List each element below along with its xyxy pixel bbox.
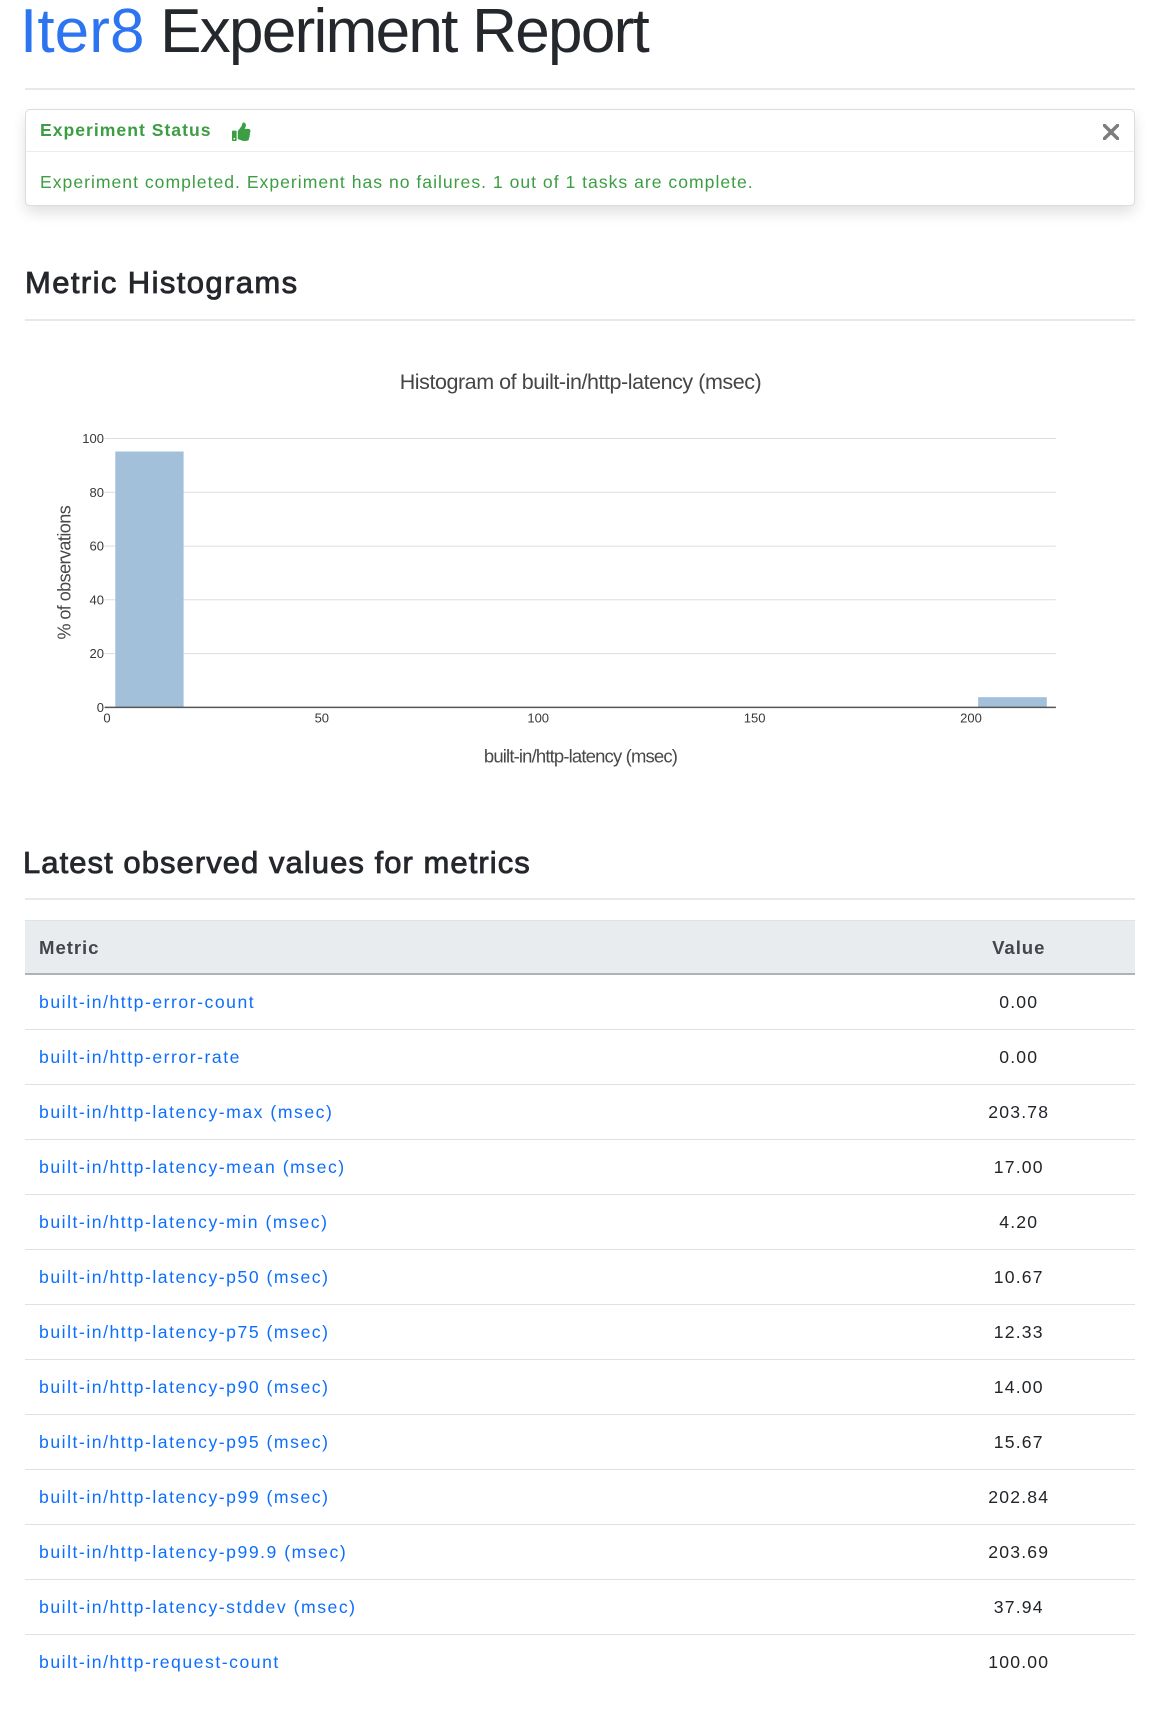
svg-text:150: 150 bbox=[744, 711, 766, 726]
svg-text:0: 0 bbox=[103, 711, 110, 726]
svg-text:40: 40 bbox=[90, 593, 104, 608]
svg-text:% of observations: % of observations bbox=[55, 506, 75, 640]
svg-text:20: 20 bbox=[90, 647, 104, 662]
svg-text:0: 0 bbox=[97, 700, 104, 715]
svg-text:100: 100 bbox=[82, 431, 104, 446]
svg-text:50: 50 bbox=[315, 711, 329, 726]
svg-text:100: 100 bbox=[527, 711, 549, 726]
svg-text:built-in/http-latency (msec): built-in/http-latency (msec) bbox=[484, 746, 678, 767]
svg-text:200: 200 bbox=[960, 711, 982, 726]
svg-text:80: 80 bbox=[90, 485, 104, 500]
svg-text:Histogram of built-in/http-lat: Histogram of built-in/http-latency (msec… bbox=[400, 370, 762, 394]
svg-text:60: 60 bbox=[90, 539, 104, 554]
